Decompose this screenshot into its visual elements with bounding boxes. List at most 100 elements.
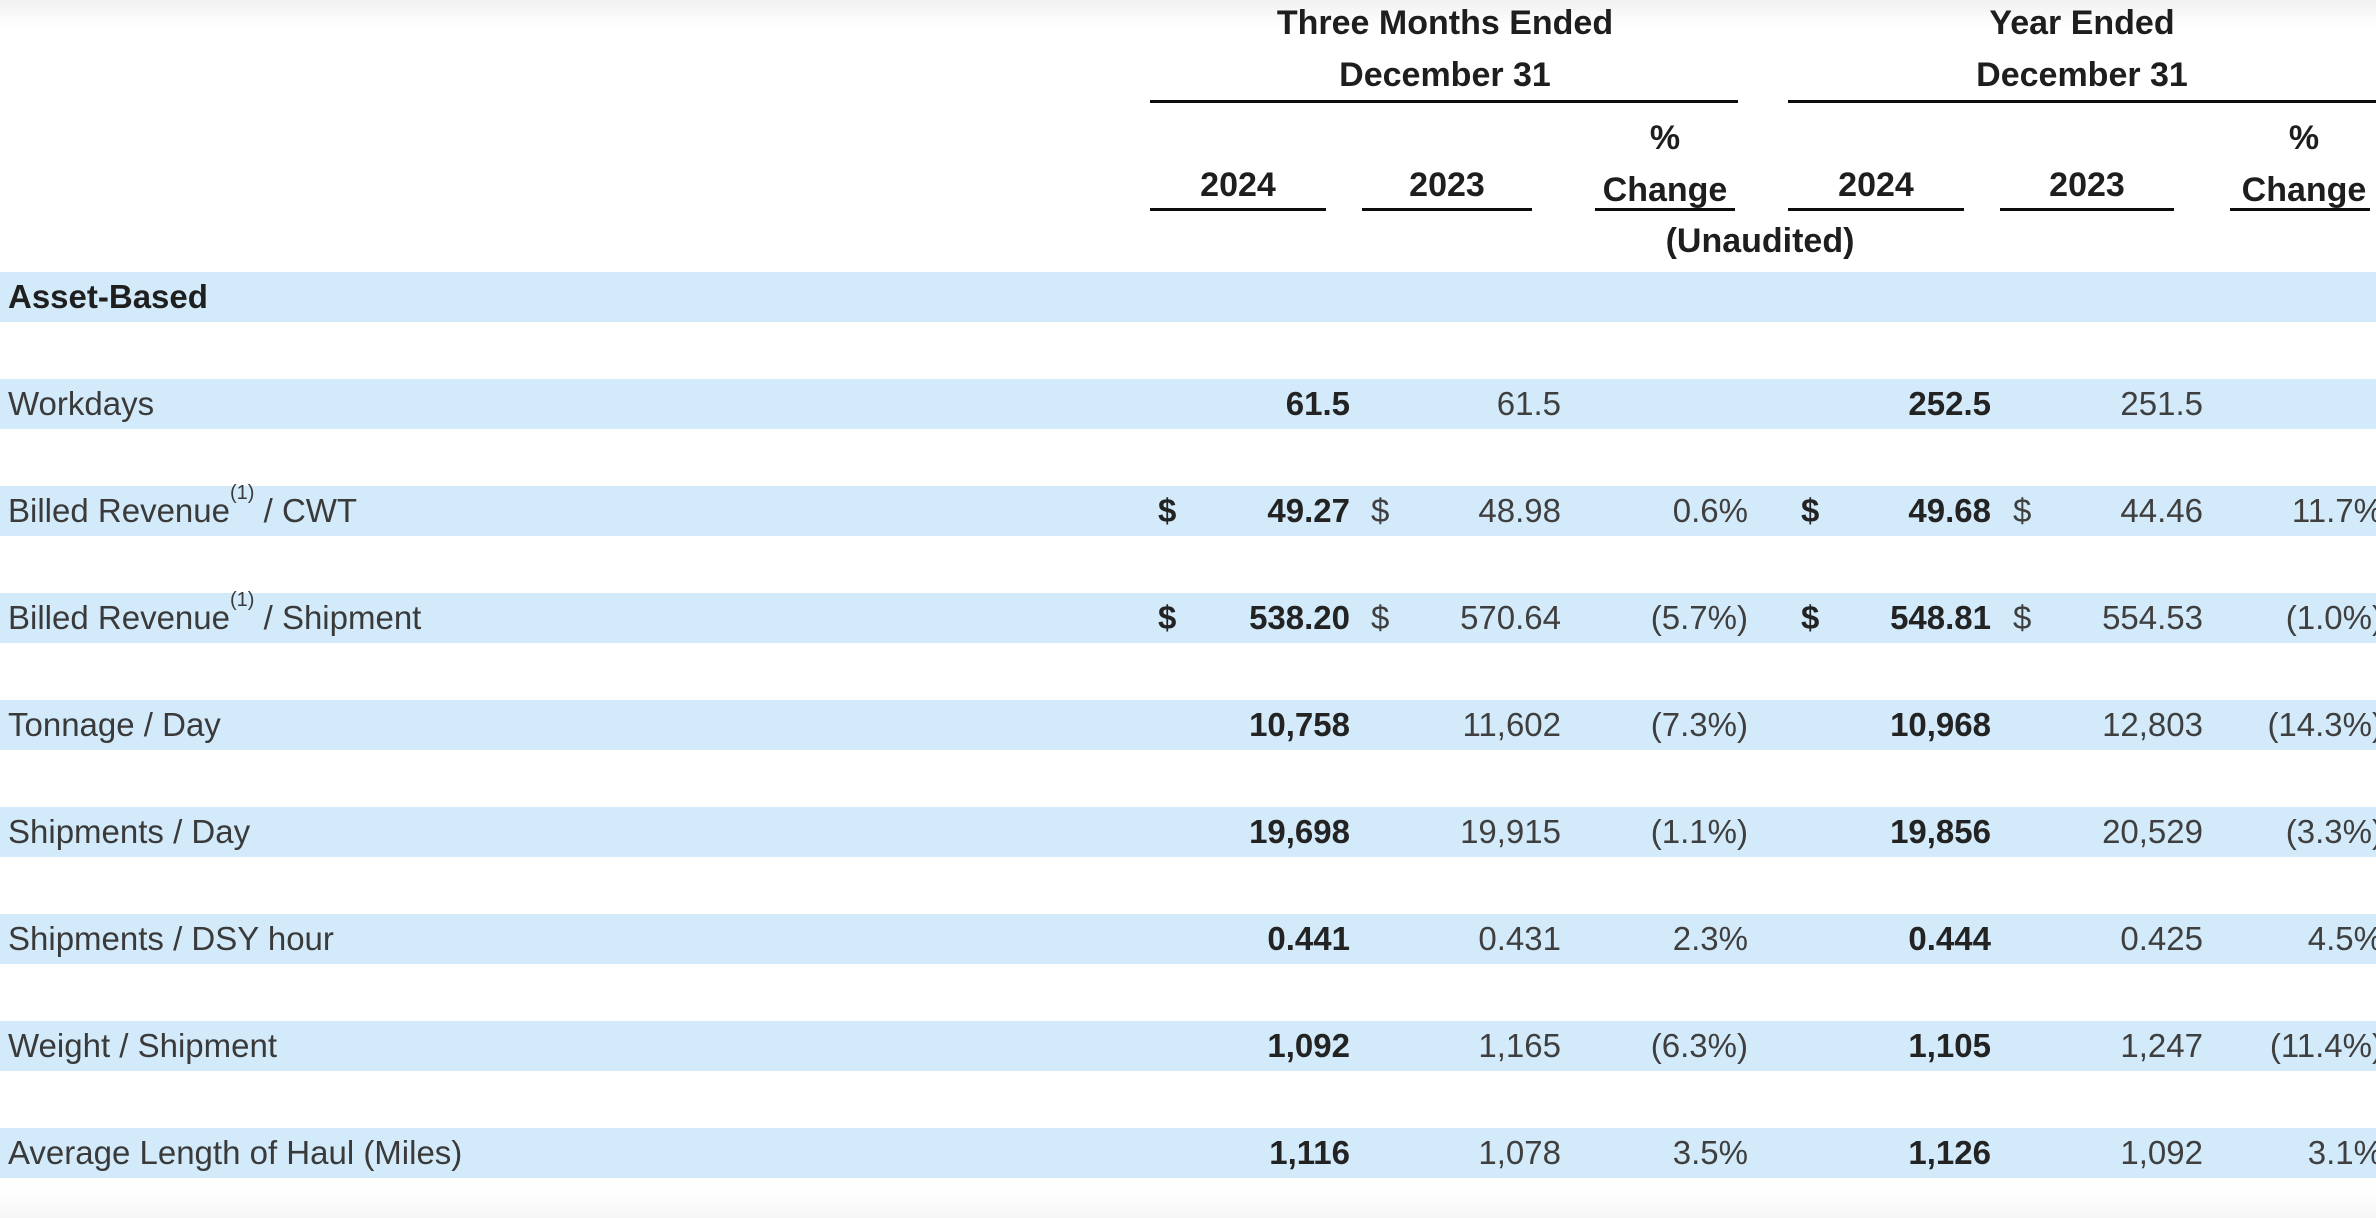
cell-ye-2024: 252.5 <box>1908 385 1991 422</box>
cell-ye-change: (3.3%) <box>2285 813 2376 850</box>
top-gradient <box>0 0 2376 28</box>
column-header-2023: 2023 <box>1409 166 1485 204</box>
cell-tme-2024: 10,758 <box>1249 706 1350 743</box>
cell-ye-2023: 1,092 <box>2120 1134 2203 1171</box>
cell-ye-2023: 1,247 <box>2120 1027 2203 1064</box>
cell-tme-change: (7.3%) <box>1650 706 1748 743</box>
table-row-weight-shipment: Weight / Shipment 1,092 1,165 (6.3%) 1,1… <box>0 1021 2376 1071</box>
cell-tme-2023: 1,078 <box>1478 1134 1561 1171</box>
cell-tme-2024: 61.5 <box>1285 385 1350 422</box>
row-label: Tonnage / Day <box>8 706 221 743</box>
table-row-shipments-day: Shipments / Day 19,698 19,915 (1.1%) 19,… <box>0 807 2376 857</box>
column-underline <box>1150 208 1326 211</box>
cell-tme-change: 2.3% <box>1672 920 1748 957</box>
row-label: Billed Revenue(1) / CWT <box>8 482 358 529</box>
group-header-three-months: Three Months Ended <box>1276 4 1614 42</box>
cell-tme-2023: 19,915 <box>1460 813 1561 850</box>
cell-tme-2024: 19,698 <box>1249 813 1350 850</box>
cell-tme-change: (6.3%) <box>1650 1027 1748 1064</box>
cell-ye-change: 4.5% <box>2307 920 2376 957</box>
row-label: Workdays <box>8 385 155 422</box>
column-underline <box>2230 208 2370 211</box>
column-header-2023: 2023 <box>2049 166 2125 204</box>
column-header-2024: 2024 <box>1838 166 1914 204</box>
cell-ye-2023: $554.53 <box>2013 599 2203 636</box>
footnote-marker: (1) <box>229 482 255 504</box>
pct-sign: % <box>2288 119 2320 157</box>
pct-change-label: Change <box>2241 171 2367 209</box>
cell-ye-2024: 19,856 <box>1890 813 1991 850</box>
footnote-marker: (1) <box>229 589 255 611</box>
table-row-billed-revenue-shipment: Billed Revenue(1) / Shipment $538.20 $57… <box>0 589 2376 643</box>
table-row-billed-revenue-cwt: Billed Revenue(1) / CWT $49.27 $48.98 0.… <box>0 482 2376 536</box>
cell-ye-2023: $44.46 <box>2013 492 2203 529</box>
cell-ye-2024: $49.68 <box>1801 492 1991 529</box>
table-row-tonnage-day: Tonnage / Day 10,758 11,602 (7.3%) 10,96… <box>0 700 2376 750</box>
group-underline <box>1788 100 2376 103</box>
group-header-three-months-date: December 31 <box>1339 56 1551 94</box>
cell-tme-2023: $48.98 <box>1371 492 1561 529</box>
section-header-row: Asset-Based <box>0 272 2376 322</box>
column-header-pct-change: % Change <box>1583 112 1747 216</box>
table-row-workdays: Workdays 61.5 61.5 252.5 251.5 <box>0 379 2376 429</box>
row-label: Shipments / DSY hour <box>8 920 334 957</box>
cell-tme-2023: 11,602 <box>1462 706 1561 743</box>
column-underline <box>1362 208 1532 211</box>
cell-tme-2023: 1,165 <box>1478 1027 1561 1064</box>
cell-ye-2024: $548.81 <box>1801 599 1991 636</box>
cell-tme-change: 0.6% <box>1672 492 1748 529</box>
cell-ye-change: (1.0%) <box>2285 599 2376 636</box>
dollar-sign: $ <box>1371 492 1390 529</box>
cell-tme-2023: $570.64 <box>1371 599 1561 636</box>
column-underline <box>1595 208 1735 211</box>
cell-tme-2024: $49.27 <box>1158 492 1350 529</box>
cell-tme-change: 3.5% <box>1672 1134 1748 1171</box>
dollar-sign: $ <box>1371 599 1390 636</box>
cell-ye-2023: 0.425 <box>2120 920 2203 957</box>
column-underline <box>1788 208 1964 211</box>
row-label: Shipments / Day <box>8 813 251 850</box>
cell-ye-2023: 251.5 <box>2120 385 2203 422</box>
table-row-shipments-dsy-hour: Shipments / DSY hour 0.441 0.431 2.3% 0.… <box>0 914 2376 964</box>
cell-tme-2024: $538.20 <box>1158 599 1350 636</box>
column-header-pct-change: % Change <box>2222 112 2376 216</box>
cell-tme-2024: 1,116 <box>1269 1134 1350 1171</box>
cell-tme-2023: 0.431 <box>1478 920 1561 957</box>
cell-ye-2024: 1,126 <box>1908 1134 1991 1171</box>
cell-ye-change: (11.4%) <box>2269 1027 2376 1064</box>
row-label: Weight / Shipment <box>8 1027 278 1064</box>
unaudited-label: (Unaudited) <box>1665 222 1855 260</box>
pct-sign: % <box>1649 119 1681 157</box>
cell-ye-2024: 0.444 <box>1908 920 1991 957</box>
cell-ye-2024: 10,968 <box>1890 706 1991 743</box>
cell-ye-change: (14.3%) <box>2267 706 2376 743</box>
column-underline <box>2000 208 2174 211</box>
cell-tme-2024: 1,092 <box>1267 1027 1350 1064</box>
row-label: Billed Revenue(1) / Shipment <box>8 589 422 636</box>
cell-tme-2024: 0.441 <box>1267 920 1350 957</box>
group-header-year-ended-date: December 31 <box>1976 56 2188 94</box>
pct-change-label: Change <box>1602 171 1728 209</box>
cell-ye-change: 3.1% <box>2307 1134 2376 1171</box>
group-underline <box>1150 100 1738 103</box>
cell-tme-2023: 61.5 <box>1496 385 1561 422</box>
dollar-sign: $ <box>1801 492 1820 529</box>
cell-tme-change: (1.1%) <box>1650 813 1748 850</box>
dollar-sign: $ <box>2013 492 2032 529</box>
row-label: Average Length of Haul (Miles) <box>8 1134 463 1171</box>
section-header-label: Asset-Based <box>8 278 208 315</box>
table-row-average-length-of-haul: Average Length of Haul (Miles) 1,116 1,0… <box>0 1128 2376 1178</box>
cell-ye-2023: 12,803 <box>2102 706 2203 743</box>
dollar-sign: $ <box>1801 599 1820 636</box>
dollar-sign: $ <box>1158 599 1177 636</box>
bottom-gradient <box>0 1188 2376 1218</box>
dollar-sign: $ <box>2013 599 2032 636</box>
cell-tme-change: (5.7%) <box>1650 599 1748 636</box>
cell-ye-2024: 1,105 <box>1908 1027 1991 1064</box>
column-header-2024: 2024 <box>1200 166 1276 204</box>
cell-ye-2023: 20,529 <box>2102 813 2203 850</box>
group-header-year-ended: Year Ended <box>1989 4 2175 42</box>
dollar-sign: $ <box>1158 492 1177 529</box>
cell-ye-change: 11.7% <box>2291 492 2376 529</box>
